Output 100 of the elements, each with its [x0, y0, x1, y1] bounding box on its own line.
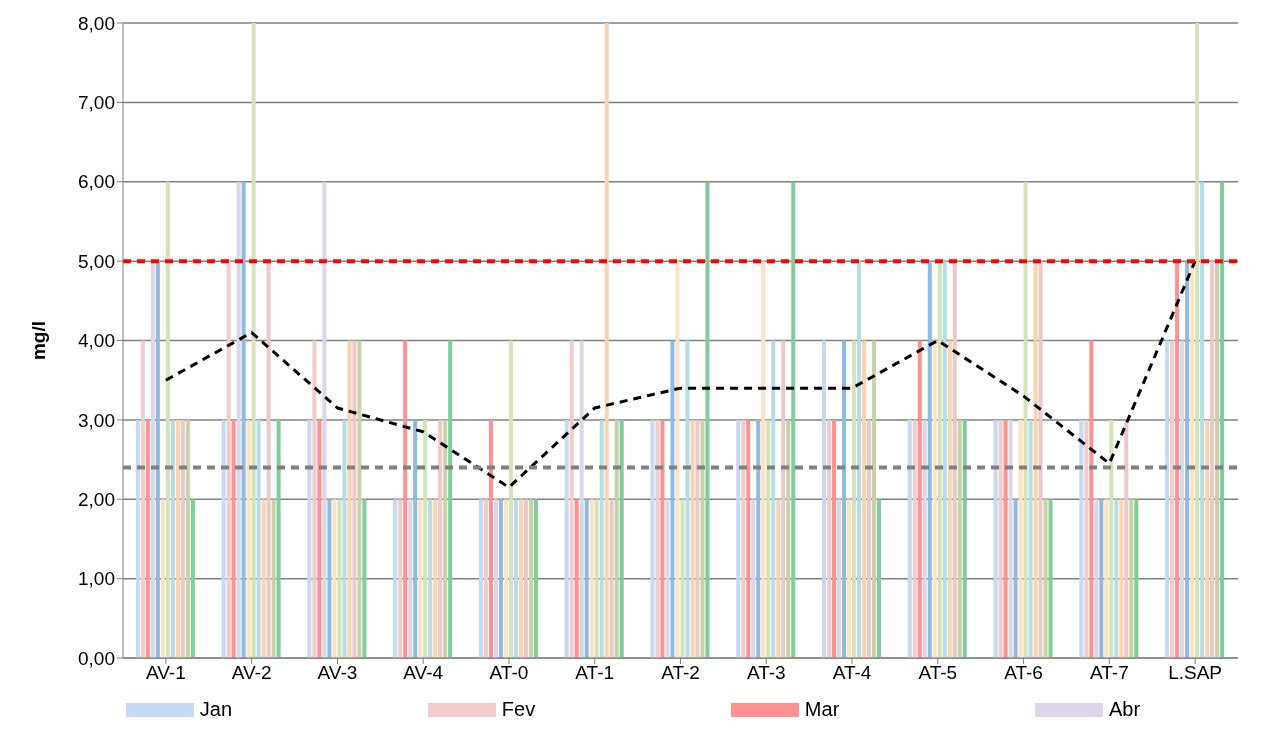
bar [226, 261, 231, 658]
bar [609, 499, 614, 658]
bar [478, 499, 483, 658]
bar [135, 419, 140, 658]
bar [1013, 499, 1018, 658]
bar [180, 419, 185, 658]
legend-label: Jan [199, 698, 233, 721]
bar [952, 261, 957, 658]
bar [398, 499, 403, 658]
bar [832, 419, 837, 658]
y-tick-label: 4,00 [78, 330, 115, 352]
bar [498, 499, 503, 658]
bar [937, 261, 942, 658]
bar [1104, 499, 1109, 658]
bar [579, 340, 584, 658]
bar [837, 499, 842, 658]
bar [827, 419, 832, 658]
bar [907, 419, 912, 658]
bar [1003, 419, 1008, 658]
bar [1205, 419, 1210, 658]
bar [569, 340, 574, 658]
x-tick-label: AT-6 [1004, 662, 1043, 684]
bar [695, 419, 700, 658]
bar [266, 261, 271, 658]
bar [947, 340, 952, 658]
bar [791, 181, 796, 658]
y-tick-label: 8,00 [78, 12, 115, 34]
bar [256, 419, 261, 658]
bar [1210, 261, 1215, 658]
bar [312, 340, 317, 658]
bar [1129, 499, 1134, 658]
bar [423, 419, 428, 658]
bar [1119, 499, 1124, 658]
bar [528, 499, 533, 658]
x-tick-label: AT-1 [575, 662, 615, 684]
y-tick-label: 6,00 [78, 171, 115, 193]
bar [1023, 181, 1028, 658]
bar [523, 499, 528, 658]
bar [357, 340, 362, 658]
bar [614, 419, 619, 658]
bar [185, 419, 190, 658]
bar [736, 419, 741, 658]
bar [236, 181, 241, 658]
bar [443, 419, 448, 658]
bar [877, 499, 882, 658]
bar [418, 499, 423, 658]
bar [413, 419, 418, 658]
bar [1124, 419, 1129, 658]
bar [912, 419, 917, 658]
bar [276, 419, 281, 658]
bar [675, 261, 680, 658]
bar [175, 419, 180, 658]
bar [483, 499, 488, 658]
bar [1094, 499, 1099, 658]
legend-label: Fev [501, 698, 536, 721]
bar [842, 340, 847, 658]
bar [589, 499, 594, 658]
bar [1099, 499, 1104, 658]
y-tick-label: 1,00 [78, 568, 115, 590]
bar [574, 499, 579, 658]
bar [145, 419, 150, 658]
bar [650, 419, 655, 658]
bar [776, 499, 781, 658]
line-series [164, 259, 1197, 489]
bar [165, 181, 170, 658]
bar [847, 499, 852, 658]
bar [993, 419, 998, 658]
x-tick-label: AT-4 [832, 662, 872, 684]
x-tick-label: AT-7 [1089, 662, 1129, 684]
bar [1084, 419, 1089, 658]
bar [307, 419, 312, 658]
y-axis-title: mg/l [27, 320, 49, 361]
bar [362, 499, 367, 658]
y-tick-label: 0,00 [78, 647, 115, 669]
bar [251, 23, 256, 658]
bar [337, 499, 342, 658]
x-tick-label: AT-0 [489, 662, 529, 684]
bar [1018, 419, 1023, 658]
bar [857, 261, 862, 658]
bar [867, 419, 872, 658]
bar [1043, 499, 1048, 658]
bar [408, 499, 413, 658]
x-tick-label: L.SAP [1168, 662, 1223, 684]
bar [932, 340, 937, 658]
bar [927, 261, 932, 658]
bar [1185, 261, 1190, 658]
y-tick-label: 3,00 [78, 409, 115, 431]
bar [322, 181, 327, 658]
bar [160, 499, 165, 658]
bar [393, 499, 398, 658]
bar [1215, 261, 1220, 658]
bar [448, 340, 453, 658]
bar [352, 340, 357, 658]
bar [1028, 419, 1033, 658]
bar [1048, 499, 1053, 658]
bar [962, 419, 967, 658]
bar [347, 340, 352, 658]
bar [1165, 340, 1170, 658]
bar [190, 499, 195, 658]
bar [761, 261, 766, 658]
